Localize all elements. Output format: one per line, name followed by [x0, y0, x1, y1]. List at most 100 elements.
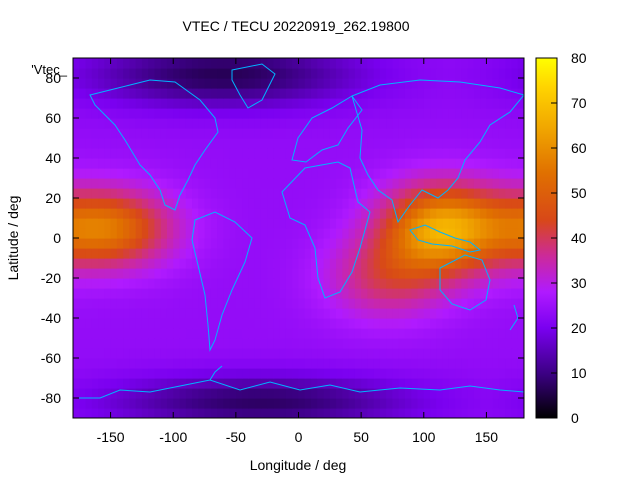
heatmap-cell [129, 188, 137, 199]
heatmap-cell [379, 298, 387, 309]
heatmap-cell [342, 218, 350, 229]
heatmap-cell [411, 88, 419, 99]
heatmap-cell [342, 388, 350, 399]
heatmap-cell [361, 268, 369, 279]
heatmap-cell [129, 158, 137, 169]
heatmap-cell [85, 188, 93, 199]
heatmap-cell [311, 68, 318, 79]
heatmap-cell [436, 368, 444, 379]
heatmap-cell [254, 328, 262, 339]
heatmap-cell [73, 58, 80, 69]
heatmap-cell [279, 158, 287, 169]
heatmap-cell [148, 278, 156, 289]
heatmap-cell [480, 188, 488, 199]
heatmap-cell [273, 338, 281, 349]
heatmap-cell [260, 138, 268, 149]
heatmap-cell [279, 238, 287, 249]
heatmap-cell [361, 88, 369, 99]
heatmap-cell [192, 178, 199, 189]
heatmap-cell [373, 138, 381, 149]
heatmap-cell [129, 318, 137, 329]
heatmap-cell [392, 258, 400, 269]
heatmap-cell [411, 328, 419, 339]
heatmap-cell [480, 268, 488, 279]
heatmap-cell [235, 158, 243, 169]
heatmap-cell [129, 178, 137, 189]
heatmap-cell [192, 78, 199, 89]
heatmap-cell [91, 98, 99, 109]
heatmap-cell [492, 278, 500, 289]
heatmap-cell [91, 148, 99, 159]
heatmap-cell [260, 68, 268, 79]
heatmap-cell [285, 118, 293, 129]
heatmap-cell [185, 248, 193, 259]
heatmap-cell [323, 358, 331, 369]
heatmap-cell [348, 318, 356, 329]
heatmap-cell [430, 228, 437, 239]
heatmap-cell [223, 348, 231, 359]
heatmap-cell [505, 358, 513, 369]
heatmap-cell [166, 158, 174, 169]
heatmap-cell [386, 138, 394, 149]
heatmap-cell [517, 188, 524, 199]
heatmap-cell [235, 258, 243, 269]
heatmap-cell [373, 228, 381, 239]
heatmap-cell [292, 148, 300, 159]
heatmap-cell [323, 68, 331, 79]
heatmap-cell [455, 188, 462, 199]
heatmap-cell [392, 238, 400, 249]
heatmap-cell [260, 178, 268, 189]
heatmap-cell [505, 158, 513, 169]
heatmap-cell [104, 398, 112, 409]
heatmap-cell [292, 308, 300, 319]
heatmap-cell [104, 58, 112, 69]
heatmap-cell [292, 168, 300, 179]
heatmap-cell [361, 388, 369, 399]
heatmap-cell [273, 128, 281, 139]
heatmap-cell [348, 108, 356, 119]
heatmap-cell [517, 198, 524, 209]
heatmap-cell [260, 318, 268, 329]
heatmap-cell [386, 328, 394, 339]
heatmap-cell [311, 348, 318, 359]
heatmap-cell [298, 398, 306, 409]
y-tick-label: -40 [41, 310, 61, 326]
heatmap-cell [436, 68, 444, 79]
heatmap-cell [229, 318, 237, 329]
heatmap-cell [336, 198, 343, 209]
heatmap-cell [411, 288, 419, 299]
heatmap-cell [467, 68, 475, 79]
heatmap-cell [317, 248, 325, 259]
heatmap-cell [160, 338, 168, 349]
heatmap-cell [210, 128, 218, 139]
heatmap-cell [498, 58, 506, 69]
heatmap-cell [473, 258, 481, 269]
heatmap-cell [423, 58, 431, 69]
heatmap-cell [392, 228, 400, 239]
heatmap-cell [480, 168, 488, 179]
heatmap-cell [285, 168, 293, 179]
heatmap-cell [373, 318, 381, 329]
heatmap-cell [348, 78, 356, 89]
heatmap-cell [279, 258, 287, 269]
heatmap-cell [110, 148, 118, 159]
heatmap-cell [373, 248, 381, 259]
x-tick-label: 0 [295, 429, 303, 445]
y-tick-label: -80 [41, 390, 61, 406]
heatmap-cell [217, 78, 224, 89]
heatmap-cell [361, 168, 369, 179]
heatmap-cell [348, 268, 356, 279]
heatmap-cell [235, 398, 243, 409]
heatmap-cell [204, 338, 212, 349]
heatmap-cell [192, 328, 199, 339]
legend-label: 'Vtec_ [31, 62, 67, 77]
heatmap-cell [492, 88, 500, 99]
heatmap-cell [317, 298, 325, 309]
heatmap-cell [210, 208, 218, 219]
heatmap-cell [361, 298, 369, 309]
heatmap-cell [179, 358, 187, 369]
heatmap-cell [217, 258, 224, 269]
heatmap-cell [367, 98, 375, 109]
heatmap-cell [455, 158, 462, 169]
heatmap-cell [179, 68, 187, 79]
